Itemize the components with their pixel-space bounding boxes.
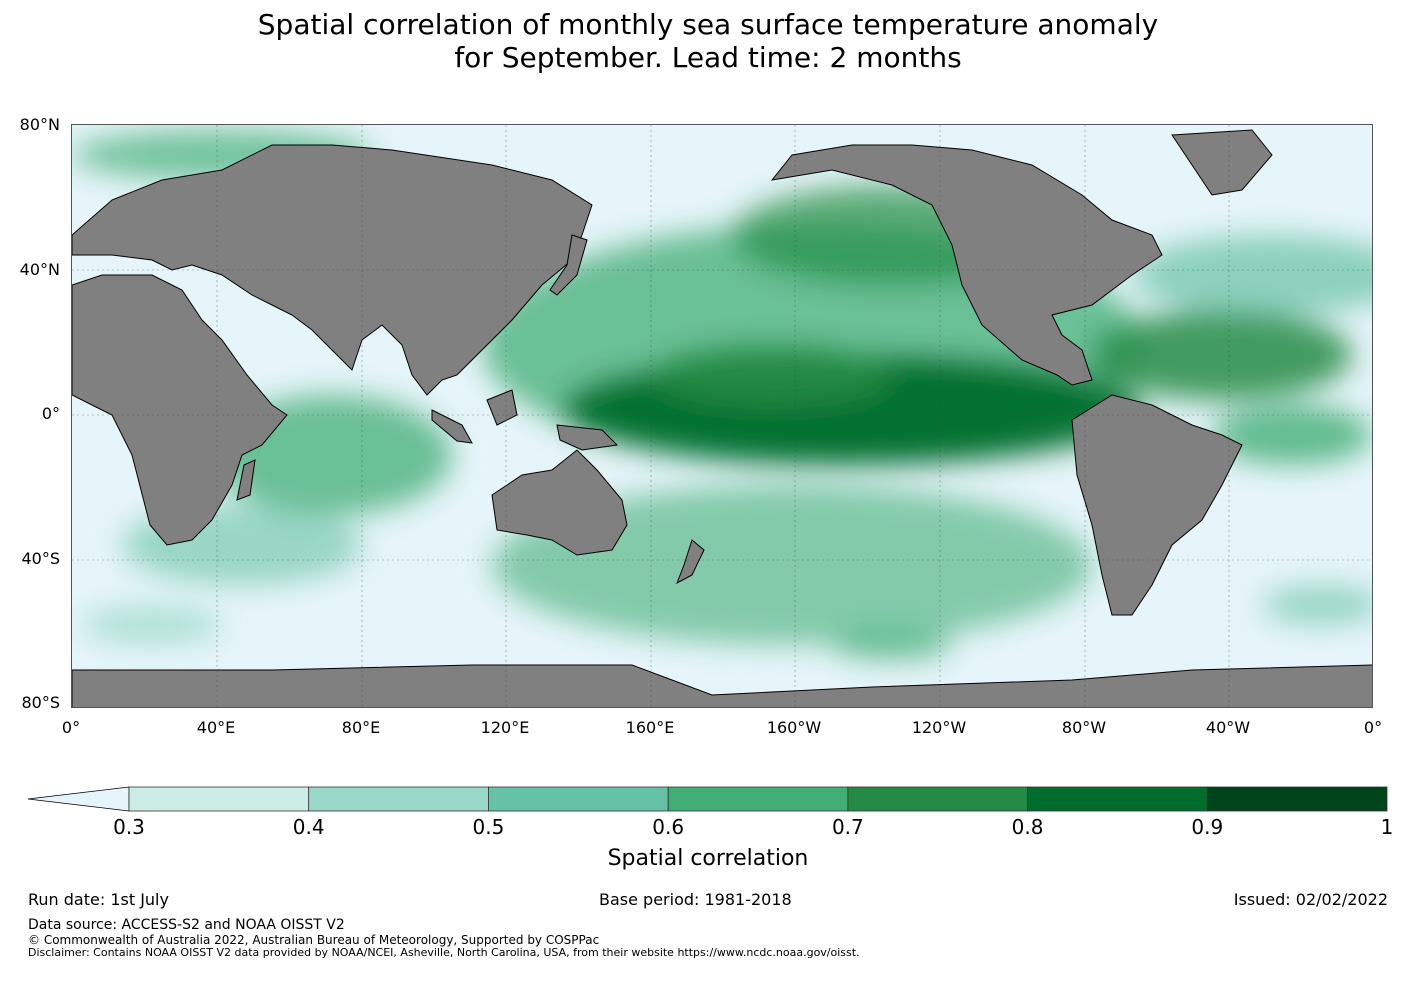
lat-label-equator: 0° xyxy=(41,404,60,423)
lon-label-0-right: 0° xyxy=(1363,718,1383,737)
field-central-pacific xyxy=(652,345,892,405)
land-greenland xyxy=(1171,129,1273,196)
field-north-atlantic xyxy=(1132,235,1372,315)
lat-label-80s: 80°S xyxy=(21,693,60,712)
colorbar-bin-6 xyxy=(1206,786,1388,812)
copyright-notice: © Commonwealth of Australia 2022, Austra… xyxy=(28,933,600,947)
correlation-field xyxy=(72,130,1372,660)
map-svg xyxy=(72,125,1372,707)
graticule xyxy=(72,125,1372,707)
base-period: Base period: 1981-2018 xyxy=(599,890,792,909)
colorbar-tick-3: 0.6 xyxy=(652,815,685,839)
lat-label-80n: 80°N xyxy=(19,115,60,134)
run-date: Run date: 1st July xyxy=(28,890,169,909)
chart-title: Spatial correlation of monthly sea surfa… xyxy=(0,8,1416,74)
field-tropical-atlantic xyxy=(1092,310,1352,400)
colorbar-bins xyxy=(27,786,1388,812)
disclaimer: Disclaimer: Contains NOAA OISST V2 data … xyxy=(28,946,860,959)
colorbar-bin-0 xyxy=(128,786,310,812)
colorbar-tick-1: 0.4 xyxy=(292,815,325,839)
lon-label-80w: 80°W xyxy=(1061,718,1107,737)
land-madagascar xyxy=(236,459,256,501)
colorbar-bin-3 xyxy=(667,786,849,812)
land-new-guinea xyxy=(556,424,619,451)
colorbar-tick-6: 0.9 xyxy=(1191,815,1224,839)
land-japan xyxy=(549,234,588,296)
field-equatorial-atlantic xyxy=(1212,405,1372,465)
lat-label-40s: 40°S xyxy=(21,549,60,568)
land-north-america xyxy=(770,144,1163,386)
colorbar-bin-5 xyxy=(1027,786,1208,812)
colorbar-tick-7: 1 xyxy=(1380,815,1394,839)
colorbar-tick-0: 0.3 xyxy=(113,815,145,839)
title-line-1: Spatial correlation of monthly sea surfa… xyxy=(257,8,1159,41)
colorbar-title: Spatial correlation xyxy=(607,846,809,871)
land-sumatra xyxy=(431,409,473,444)
land-africa xyxy=(72,274,288,546)
colorbar-tick-5: 0.8 xyxy=(1011,815,1044,839)
title-line-2: for September. Lead time: 2 months xyxy=(454,41,962,74)
colorbar-bin-1 xyxy=(308,786,489,812)
field-south-pacific xyxy=(492,485,1092,645)
field-southern-ocean xyxy=(832,630,952,660)
land-antarctica xyxy=(72,664,1372,707)
data-source: Data source: ACCESS-S2 and NOAA OISST V2 xyxy=(28,917,345,933)
lon-label-40w: 40°W xyxy=(1205,718,1251,737)
issued-date: Issued: 02/02/2022 xyxy=(1233,890,1388,909)
lon-label-120e: 120°E xyxy=(480,718,530,737)
land-australia xyxy=(491,449,628,556)
field-southern-indian xyxy=(82,605,222,645)
lon-label-80e: 80°E xyxy=(341,718,381,737)
colorbar-under-extension xyxy=(27,786,130,812)
lat-label-40n: 40°N xyxy=(19,260,60,279)
lon-label-160w: 160°W xyxy=(766,718,822,737)
land-new-zealand xyxy=(676,539,705,585)
lon-label-40e: 40°E xyxy=(196,718,236,737)
colorbar-bin-4 xyxy=(847,786,1028,812)
lon-label-0-left: 0° xyxy=(61,718,81,737)
field-south-atlantic xyxy=(1262,585,1372,625)
lon-label-120w: 120°W xyxy=(911,718,967,737)
lon-label-160e: 160°E xyxy=(625,718,675,737)
colorbar-bin-2 xyxy=(488,786,669,812)
colorbar-tick-2: 0.5 xyxy=(472,815,505,839)
correlation-map xyxy=(71,124,1373,708)
colorbar-tick-4: 0.7 xyxy=(831,815,864,839)
